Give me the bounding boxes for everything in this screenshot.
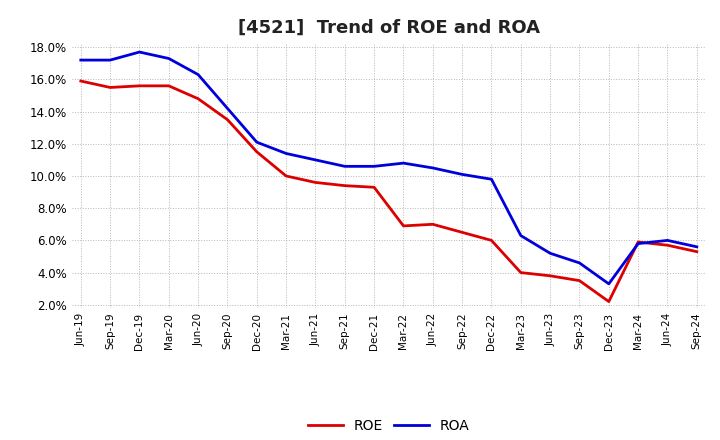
ROE: [516, 270, 525, 275]
Legend: ROE, ROA: ROE, ROA: [302, 413, 475, 438]
ROA: [106, 58, 114, 63]
ROA: [428, 165, 437, 171]
ROE: [693, 249, 701, 254]
ROA: [311, 157, 320, 162]
ROE: [634, 239, 642, 245]
ROA: [223, 106, 232, 111]
ROE: [458, 230, 467, 235]
ROA: [194, 72, 202, 77]
ROE: [370, 185, 379, 190]
ROA: [164, 56, 173, 61]
ROE: [487, 238, 496, 243]
Line: ROE: ROE: [81, 81, 697, 301]
ROE: [663, 242, 672, 248]
ROE: [106, 85, 114, 90]
ROE: [341, 183, 349, 188]
ROA: [135, 49, 144, 55]
ROE: [399, 223, 408, 228]
ROE: [194, 96, 202, 101]
ROA: [370, 164, 379, 169]
ROE: [164, 83, 173, 88]
Line: ROA: ROA: [81, 52, 697, 284]
ROA: [516, 233, 525, 238]
Title: [4521]  Trend of ROE and ROA: [4521] Trend of ROE and ROA: [238, 19, 540, 37]
ROE: [428, 222, 437, 227]
ROA: [341, 164, 349, 169]
ROA: [282, 151, 290, 156]
ROE: [282, 173, 290, 179]
ROA: [399, 161, 408, 166]
ROA: [253, 139, 261, 145]
ROE: [253, 149, 261, 154]
ROA: [575, 260, 584, 266]
ROE: [546, 273, 554, 279]
ROE: [311, 180, 320, 185]
ROA: [634, 241, 642, 246]
ROE: [575, 278, 584, 283]
ROA: [663, 238, 672, 243]
ROA: [693, 244, 701, 249]
ROE: [135, 83, 144, 88]
ROA: [546, 251, 554, 256]
ROA: [605, 281, 613, 286]
ROA: [487, 176, 496, 182]
ROA: [76, 58, 85, 63]
ROE: [605, 299, 613, 304]
ROE: [76, 78, 85, 84]
ROA: [458, 172, 467, 177]
ROE: [223, 117, 232, 122]
